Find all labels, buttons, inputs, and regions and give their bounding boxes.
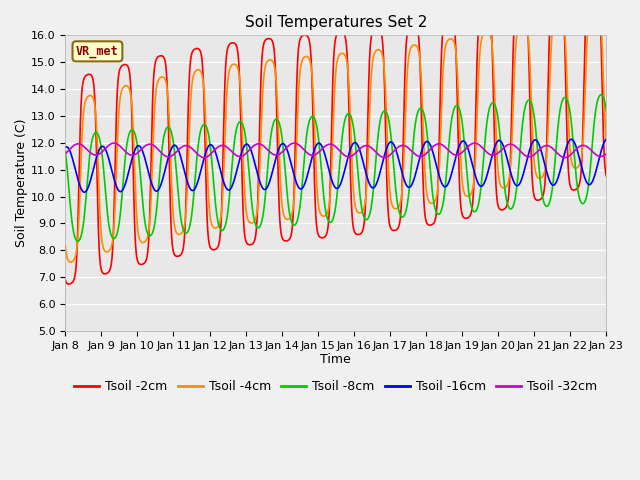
Tsoil -16cm bbox=[388, 140, 396, 145]
Legend: Tsoil -2cm, Tsoil -4cm, Tsoil -8cm, Tsoil -16cm, Tsoil -32cm: Tsoil -2cm, Tsoil -4cm, Tsoil -8cm, Tsoi… bbox=[69, 375, 602, 398]
Tsoil -4cm bbox=[602, 137, 610, 143]
Tsoil -2cm bbox=[65, 281, 72, 287]
Tsoil -8cm bbox=[398, 214, 406, 220]
Tsoil -16cm bbox=[551, 181, 559, 187]
Tsoil -32cm bbox=[177, 144, 185, 150]
Tsoil -32cm bbox=[602, 151, 610, 156]
Tsoil -8cm bbox=[597, 92, 605, 98]
Tsoil -8cm bbox=[551, 158, 559, 164]
Tsoil -4cm bbox=[591, 0, 599, 4]
Text: VR_met: VR_met bbox=[76, 45, 119, 58]
Line: Tsoil -16cm: Tsoil -16cm bbox=[65, 139, 606, 192]
Tsoil -16cm bbox=[177, 156, 185, 162]
Tsoil -32cm bbox=[61, 151, 69, 156]
Tsoil -16cm bbox=[81, 189, 88, 195]
Tsoil -2cm bbox=[388, 228, 396, 233]
Tsoil -8cm bbox=[602, 107, 610, 113]
Tsoil -4cm bbox=[551, 12, 559, 18]
Tsoil -4cm bbox=[388, 204, 396, 209]
Tsoil -16cm bbox=[212, 153, 220, 158]
X-axis label: Time: Time bbox=[321, 353, 351, 366]
Tsoil -8cm bbox=[61, 148, 69, 154]
Line: Tsoil -32cm: Tsoil -32cm bbox=[65, 143, 606, 157]
Tsoil -32cm bbox=[212, 145, 220, 151]
Tsoil -8cm bbox=[388, 150, 396, 156]
Tsoil -2cm bbox=[398, 186, 406, 192]
Tsoil -4cm bbox=[177, 230, 185, 236]
Tsoil -8cm bbox=[602, 108, 610, 114]
Tsoil -32cm bbox=[551, 148, 559, 154]
Tsoil -16cm bbox=[61, 144, 69, 150]
Tsoil -2cm bbox=[212, 246, 220, 252]
Tsoil -32cm bbox=[388, 150, 396, 156]
Tsoil -32cm bbox=[561, 155, 569, 160]
Tsoil -4cm bbox=[67, 259, 74, 265]
Tsoil -4cm bbox=[212, 225, 220, 230]
Tsoil -2cm bbox=[61, 277, 69, 283]
Tsoil -8cm bbox=[177, 218, 185, 224]
Tsoil -16cm bbox=[602, 136, 610, 142]
Line: Tsoil -4cm: Tsoil -4cm bbox=[65, 1, 606, 262]
Tsoil -16cm bbox=[398, 169, 406, 175]
Tsoil -8cm bbox=[212, 210, 220, 216]
Tsoil -2cm bbox=[602, 172, 610, 178]
Title: Soil Temperatures Set 2: Soil Temperatures Set 2 bbox=[244, 15, 427, 30]
Tsoil -32cm bbox=[471, 140, 479, 146]
Line: Tsoil -2cm: Tsoil -2cm bbox=[65, 0, 606, 284]
Tsoil -2cm bbox=[602, 173, 610, 179]
Tsoil -4cm bbox=[602, 138, 610, 144]
Tsoil -8cm bbox=[74, 239, 81, 244]
Tsoil -2cm bbox=[177, 251, 185, 257]
Line: Tsoil -8cm: Tsoil -8cm bbox=[65, 95, 606, 241]
Tsoil -32cm bbox=[602, 151, 610, 157]
Y-axis label: Soil Temperature (C): Soil Temperature (C) bbox=[15, 119, 28, 247]
Tsoil -4cm bbox=[398, 189, 406, 194]
Tsoil -16cm bbox=[602, 136, 610, 142]
Tsoil -32cm bbox=[398, 143, 406, 148]
Tsoil -4cm bbox=[61, 242, 69, 248]
